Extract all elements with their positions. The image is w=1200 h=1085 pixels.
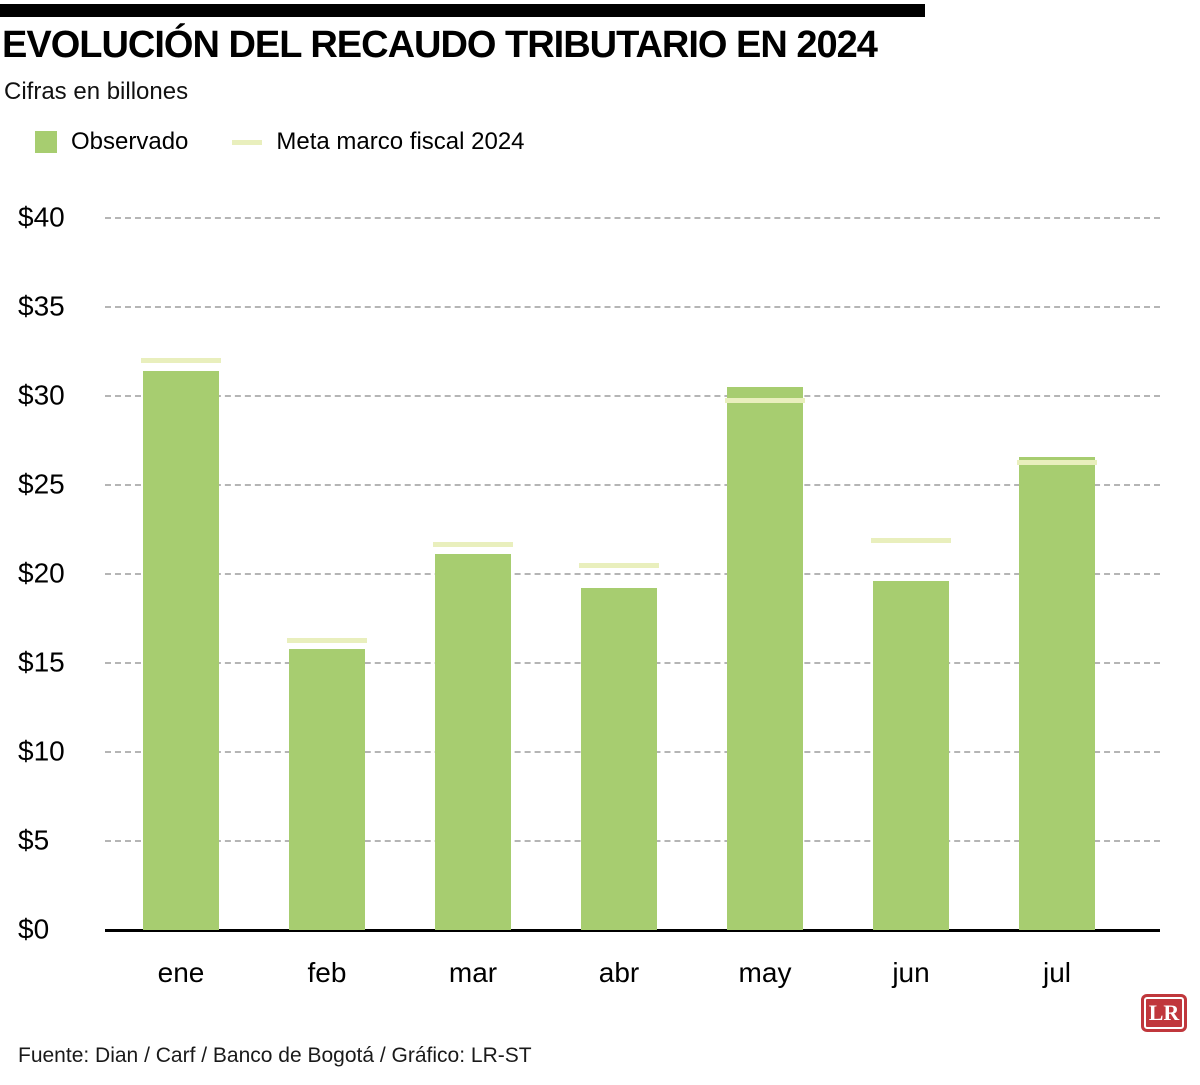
x-tick-label: abr bbox=[598, 957, 640, 988]
legend-item-observado: Observado bbox=[35, 128, 188, 156]
meta-marker-feb bbox=[287, 637, 367, 643]
x-tick-label: mar bbox=[448, 957, 498, 988]
meta-marker-may bbox=[725, 397, 805, 403]
x-tick-label: may bbox=[738, 957, 792, 988]
gridline bbox=[105, 573, 1160, 575]
x-tick-label: feb bbox=[307, 957, 347, 988]
x-tick-label: ene bbox=[157, 957, 205, 988]
observado-bar-feb bbox=[289, 648, 365, 930]
x-tick-label: jul bbox=[1042, 957, 1072, 988]
meta-marker-jun bbox=[871, 538, 951, 544]
y-tick-label: $15 bbox=[18, 646, 65, 678]
observado-bar-jul bbox=[1019, 456, 1095, 930]
gridline bbox=[105, 217, 1160, 219]
observado-bar-may bbox=[727, 387, 803, 930]
source-credit: Fuente: Dian / Carf / Banco de Bogotá / … bbox=[18, 1044, 532, 1067]
observado-bar-jun bbox=[873, 581, 949, 930]
y-tick-label: $20 bbox=[18, 557, 65, 589]
meta-marker-ene bbox=[141, 358, 221, 364]
legend-label-meta: Meta marco fiscal 2024 bbox=[276, 128, 525, 155]
legend: Observado Meta marco fiscal 2024 bbox=[35, 128, 525, 156]
meta-marker-abr bbox=[579, 563, 659, 569]
observado-bar-ene bbox=[143, 371, 219, 930]
y-tick-label: $0 bbox=[18, 913, 50, 945]
x-axis-line bbox=[105, 929, 1160, 932]
top-rule bbox=[0, 4, 925, 17]
y-tick-label: $30 bbox=[18, 379, 65, 411]
observado-swatch bbox=[35, 131, 57, 153]
y-tick-label: $35 bbox=[18, 290, 65, 322]
lr-logo: LR bbox=[1141, 994, 1187, 1032]
observado-bar-abr bbox=[581, 588, 657, 930]
meta-swatch bbox=[232, 139, 263, 145]
y-tick-label: $10 bbox=[18, 735, 65, 767]
gridline bbox=[105, 395, 1160, 397]
gridline bbox=[105, 306, 1160, 308]
meta-marker-jul bbox=[1017, 459, 1097, 465]
x-tick-label: jun bbox=[892, 957, 930, 988]
observado-bar-mar bbox=[435, 554, 511, 930]
chart-title: EVOLUCIÓN DEL RECAUDO TRIBUTARIO EN 2024 bbox=[2, 24, 878, 66]
legend-label-observado: Observado bbox=[71, 128, 189, 155]
y-tick-label: $25 bbox=[18, 468, 65, 500]
gridline bbox=[105, 484, 1160, 486]
meta-marker-mar bbox=[433, 541, 513, 547]
chart-subtitle: Cifras en billones bbox=[4, 78, 189, 105]
y-tick-label: $40 bbox=[18, 201, 65, 233]
legend-item-meta: Meta marco fiscal 2024 bbox=[232, 128, 525, 156]
y-tick-label: $5 bbox=[18, 824, 50, 856]
